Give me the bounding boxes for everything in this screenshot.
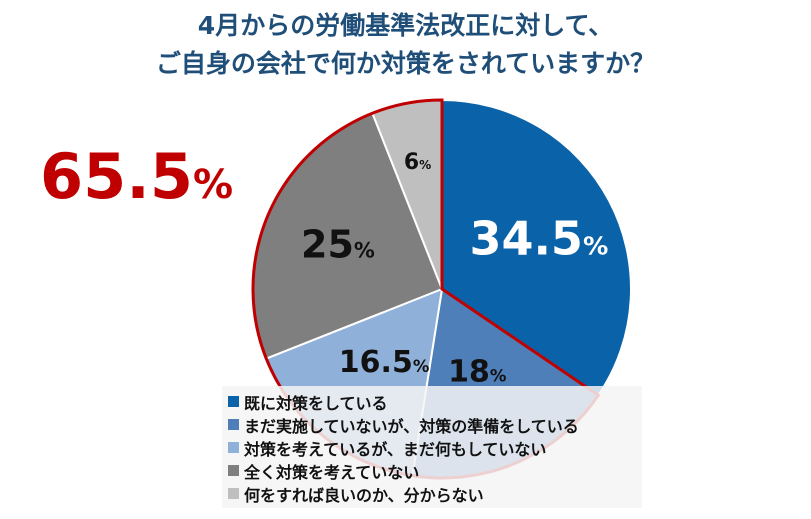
legend-item: まだ実施していないが、対策の準備をしている: [228, 413, 636, 436]
highlight-total: 65.5%: [40, 140, 233, 213]
highlight-value: 65.5: [40, 140, 193, 213]
data-label-1: 34.5%: [469, 211, 608, 265]
data-label-5: 6%: [404, 150, 431, 175]
legend-label: 対策を考えているが、まだ何もしていない: [244, 439, 547, 459]
pie-slice-1: [441, 98, 632, 397]
legend-label: 全く対策を考えていない: [244, 462, 420, 482]
legend-swatch: [228, 442, 239, 453]
legend: 既に対策をしているまだ実施していないが、対策の準備をしている 対策を考えているが、…: [222, 386, 642, 508]
legend-label: まだ実施していないが、対策の準備をしている: [244, 416, 579, 436]
legend-swatch: [228, 465, 239, 476]
legend-label: 何をすれば良いのか、分からない: [244, 485, 484, 505]
legend-swatch: [228, 419, 239, 430]
legend-swatch: [228, 488, 239, 499]
title-line-2: ご自身の会社で何か対策をされていますか？: [155, 49, 656, 78]
legend-label: 既に対策をしている: [244, 393, 388, 413]
data-label-4: 25%: [301, 223, 375, 267]
data-label-3: 16.5%: [339, 345, 430, 380]
legend-item: 対策を考えているが、まだ何もしていない: [228, 436, 636, 459]
legend-item: 何をすれば良いのか、分からない: [228, 482, 636, 505]
legend-swatch: [228, 396, 239, 407]
title-line-1: 4月からの労働基準法改正に対して、: [197, 11, 614, 40]
legend-item: 全く対策を考えていない: [228, 459, 636, 482]
highlight-unit: %: [192, 162, 234, 208]
legend-item: 既に対策をしている: [228, 390, 636, 413]
data-label-2: 18%: [448, 354, 507, 389]
